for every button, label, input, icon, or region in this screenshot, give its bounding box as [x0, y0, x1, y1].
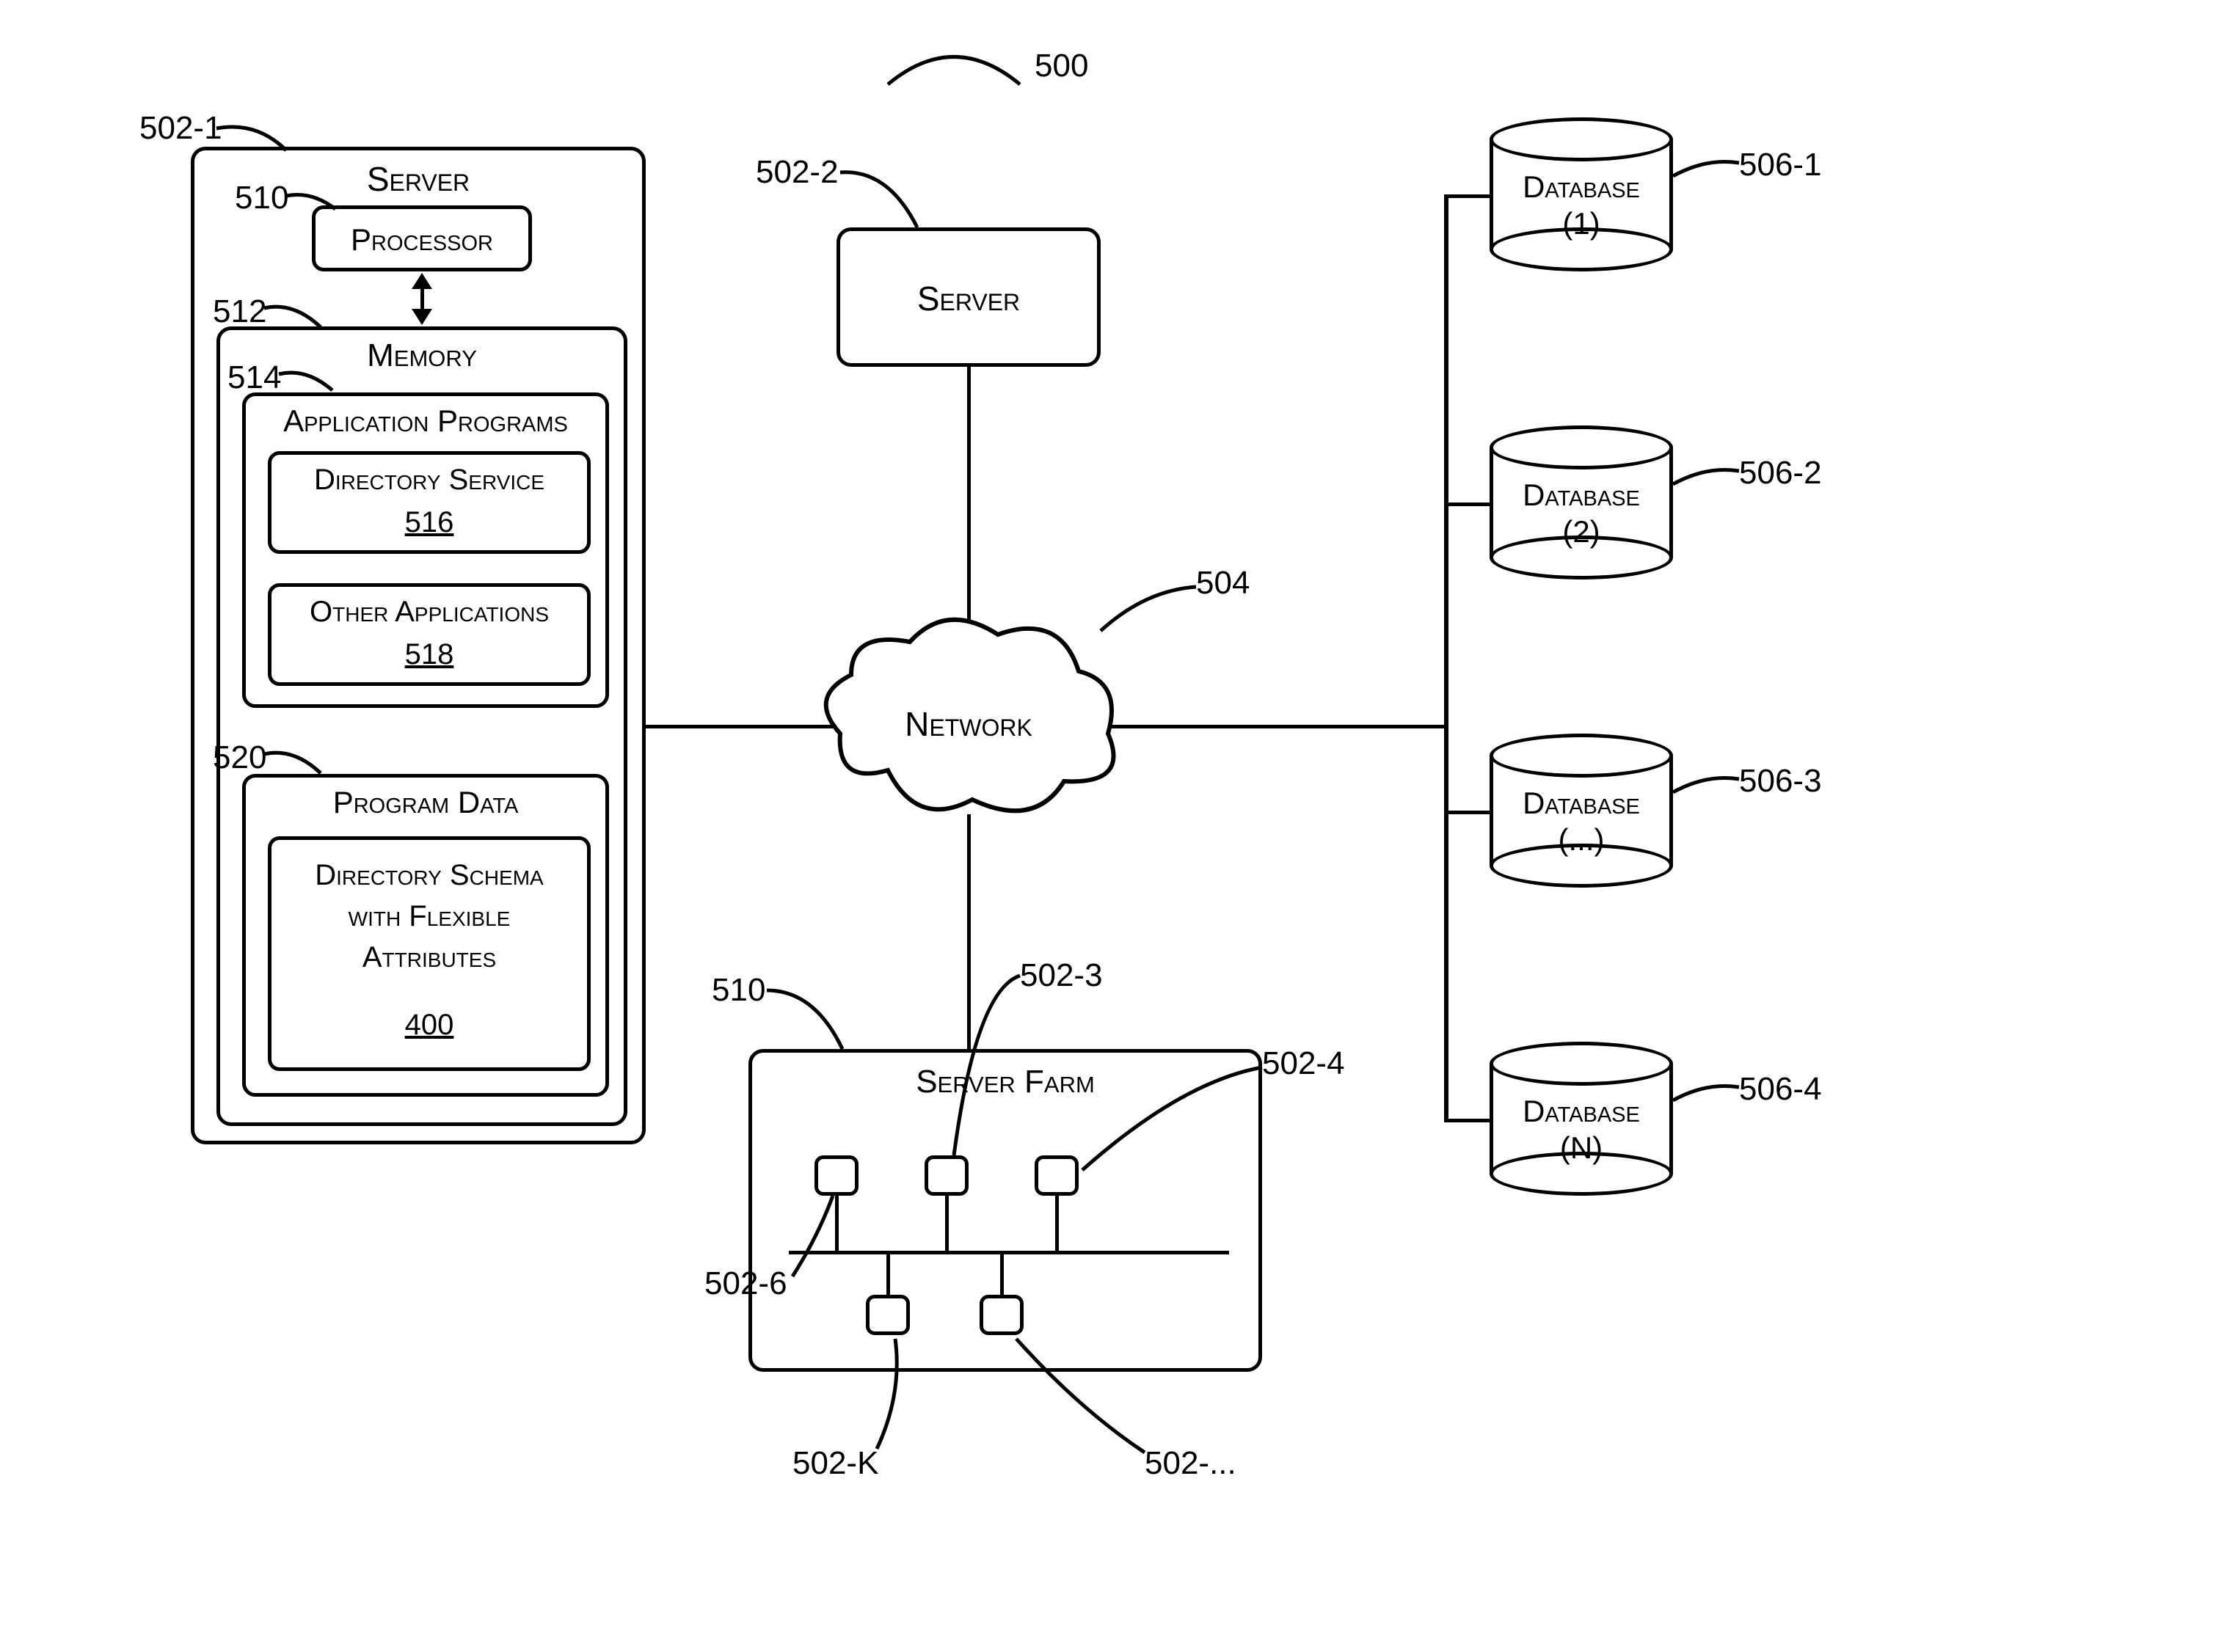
leader-502-6 [789, 1192, 855, 1280]
farm-node-4 [1035, 1155, 1079, 1196]
db3-stub [1444, 811, 1490, 814]
conn-db-net [1108, 725, 1446, 728]
ref-512: 512 [213, 293, 266, 330]
dir-service-num: 516 [271, 506, 587, 539]
db4-idx: (N) [1560, 1130, 1603, 1165]
ref-502-2: 502-2 [756, 154, 839, 191]
program-data-box: Program Data Directory Schema with Flexi… [242, 774, 609, 1097]
app-programs-title: Application Programs [246, 403, 605, 439]
db-bus [1444, 194, 1448, 1119]
other-apps-num: 518 [271, 638, 587, 671]
network-label: Network [844, 704, 1093, 744]
leader-510 [283, 187, 341, 216]
ref-520: 520 [213, 739, 266, 776]
db4-label: Database [1523, 1094, 1640, 1128]
processor-box: Processor [312, 205, 532, 271]
db2: Database(2) [1490, 425, 1673, 580]
db1: Database(1) [1490, 117, 1673, 271]
ref-502-dots: 502-... [1145, 1445, 1236, 1482]
ref-506-2: 506-2 [1739, 455, 1822, 491]
processor-label: Processor [316, 222, 528, 257]
leader-502-3 [947, 968, 1027, 1159]
ref-502-6: 502-6 [704, 1265, 787, 1302]
leader-502-dots [1013, 1335, 1152, 1456]
leader-farm-510 [763, 979, 851, 1053]
leader-512 [260, 299, 327, 332]
db4-stub [1444, 1119, 1490, 1122]
db2-stub [1444, 502, 1490, 506]
dir-service-label: Directory Service [271, 464, 587, 497]
conn-server-main-net [646, 725, 837, 728]
ref-500: 500 [1035, 48, 1088, 84]
db3-label: Database [1523, 786, 1640, 820]
db3-idx: (...) [1559, 822, 1605, 857]
other-apps-box: Other Applications 518 [268, 583, 591, 686]
ref-506-1: 506-1 [1739, 147, 1822, 183]
db1-idx: (1) [1562, 206, 1600, 241]
leader-502-4 [1079, 1060, 1266, 1177]
farm-node-k [866, 1295, 910, 1335]
leader-506-4 [1669, 1078, 1743, 1108]
ref-514: 514 [227, 359, 281, 396]
farm-stem-4 [1055, 1196, 1059, 1251]
ref-506-3: 506-3 [1739, 763, 1822, 800]
leader-504 [1093, 580, 1203, 638]
farm-node-6 [814, 1155, 859, 1196]
leader-502-2 [837, 161, 925, 235]
leader-514 [275, 365, 338, 396]
other-apps-label: Other Applications [271, 596, 587, 629]
dir-service-box: Directory Service 516 [268, 451, 591, 554]
db1-stub [1444, 194, 1490, 198]
conn-server2-net [967, 367, 971, 620]
leader-502-k [873, 1335, 925, 1452]
farm-bus [789, 1251, 1229, 1254]
db2-idx: (2) [1562, 514, 1600, 549]
proc-mem-arrow [420, 286, 424, 312]
farm-stem-dots [1000, 1254, 1004, 1295]
farm-stem-k [886, 1254, 890, 1295]
ref-506-4: 506-4 [1739, 1071, 1822, 1108]
leader-506-3 [1669, 770, 1743, 800]
program-data-title: Program Data [246, 785, 605, 820]
ref-farm-510: 510 [712, 972, 765, 1009]
ref-510: 510 [235, 180, 288, 216]
leader-500 [859, 44, 1049, 110]
ref-504: 504 [1196, 565, 1250, 602]
farm-stem-3 [945, 1196, 949, 1251]
leader-520 [260, 745, 327, 778]
farm-node-dots [980, 1295, 1024, 1335]
schema-label: Directory Schema with Flexible Attribute… [271, 855, 587, 978]
memory-box: Memory Application Programs Directory Se… [216, 326, 627, 1126]
leader-502-1 [213, 117, 294, 158]
db1-label: Database [1523, 169, 1640, 204]
ref-502-1: 502-1 [139, 110, 222, 147]
server2-box: Server [837, 227, 1101, 367]
ref-502-3: 502-3 [1020, 957, 1103, 994]
server2-label: Server [840, 279, 1097, 318]
db3: Database(...) [1490, 734, 1673, 888]
farm-node-3 [925, 1155, 969, 1196]
leader-506-2 [1669, 462, 1743, 491]
app-programs-box: Application Programs Directory Service 5… [242, 392, 609, 708]
leader-506-1 [1669, 154, 1743, 183]
db4: Database(N) [1490, 1042, 1673, 1196]
db2-label: Database [1523, 478, 1640, 512]
ref-502-4: 502-4 [1262, 1045, 1345, 1082]
schema-box: Directory Schema with Flexible Attribute… [268, 836, 591, 1071]
schema-num: 400 [271, 1009, 587, 1042]
ref-502-k: 502-K [792, 1445, 878, 1482]
